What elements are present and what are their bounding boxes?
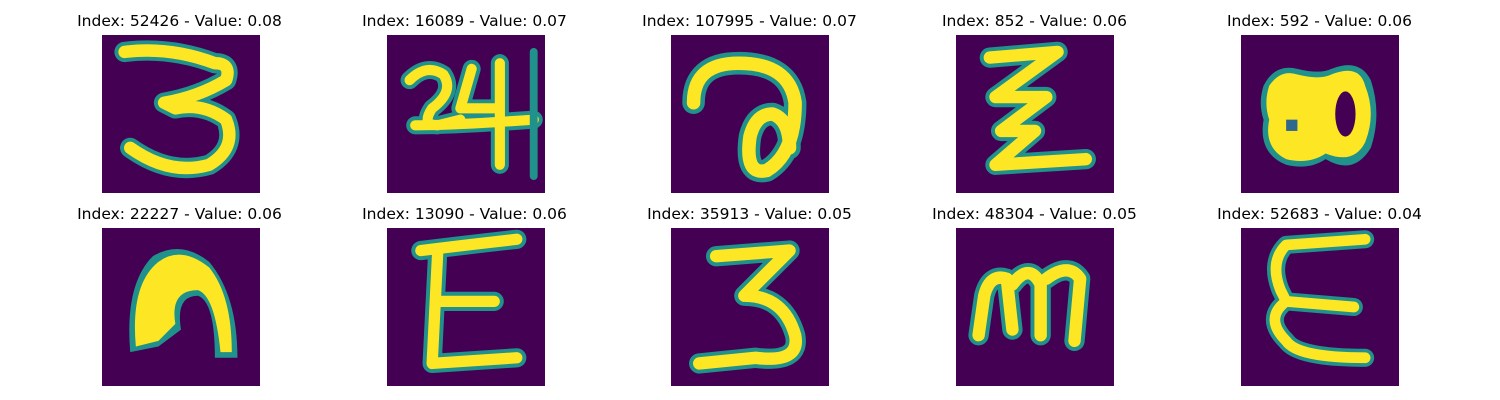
sample-title: Index: 16089 - Value: 0.07 [362, 12, 567, 30]
sample-cell-4: Index: 852 - Value: 0.06 [892, 10, 1177, 200]
sample-image [102, 35, 260, 193]
sample-title: Index: 35913 - Value: 0.05 [647, 205, 852, 223]
sample-cell-1: Index: 52426 - Value: 0.08 [37, 10, 322, 200]
sample-image [671, 35, 829, 193]
sample-cell-5: Index: 592 - Value: 0.06 [1177, 10, 1462, 200]
sample-image [956, 228, 1114, 386]
sample-image [956, 35, 1114, 193]
sample-cell-6: Index: 22227 - Value: 0.06 [37, 203, 322, 393]
sample-title: Index: 852 - Value: 0.06 [941, 12, 1128, 30]
sample-image [1241, 35, 1399, 193]
sample-cell-10: Index: 52683 - Value: 0.04 [1177, 203, 1462, 393]
sample-title: Index: 13090 - Value: 0.06 [362, 205, 567, 223]
sample-title: Index: 592 - Value: 0.06 [1226, 12, 1413, 30]
sample-title: Index: 52426 - Value: 0.08 [77, 12, 282, 30]
sample-image [102, 228, 260, 386]
sample-title: Index: 48304 - Value: 0.05 [932, 205, 1137, 223]
sample-image [387, 228, 545, 386]
sample-title: Index: 22227 - Value: 0.06 [77, 205, 282, 223]
sample-cell-8: Index: 35913 - Value: 0.05 [607, 203, 892, 393]
sample-cell-9: Index: 48304 - Value: 0.05 [892, 203, 1177, 393]
sample-image [387, 35, 545, 193]
sample-title: Index: 52683 - Value: 0.04 [1217, 205, 1422, 223]
sample-cell-7: Index: 13090 - Value: 0.06 [322, 203, 607, 393]
sample-cell-2: Index: 16089 - Value: 0.07 [322, 10, 607, 200]
sample-image [671, 228, 829, 386]
sample-image [1241, 228, 1399, 386]
sample-title: Index: 107995 - Value: 0.07 [642, 12, 857, 30]
sample-cell-3: Index: 107995 - Value: 0.07 [607, 10, 892, 200]
